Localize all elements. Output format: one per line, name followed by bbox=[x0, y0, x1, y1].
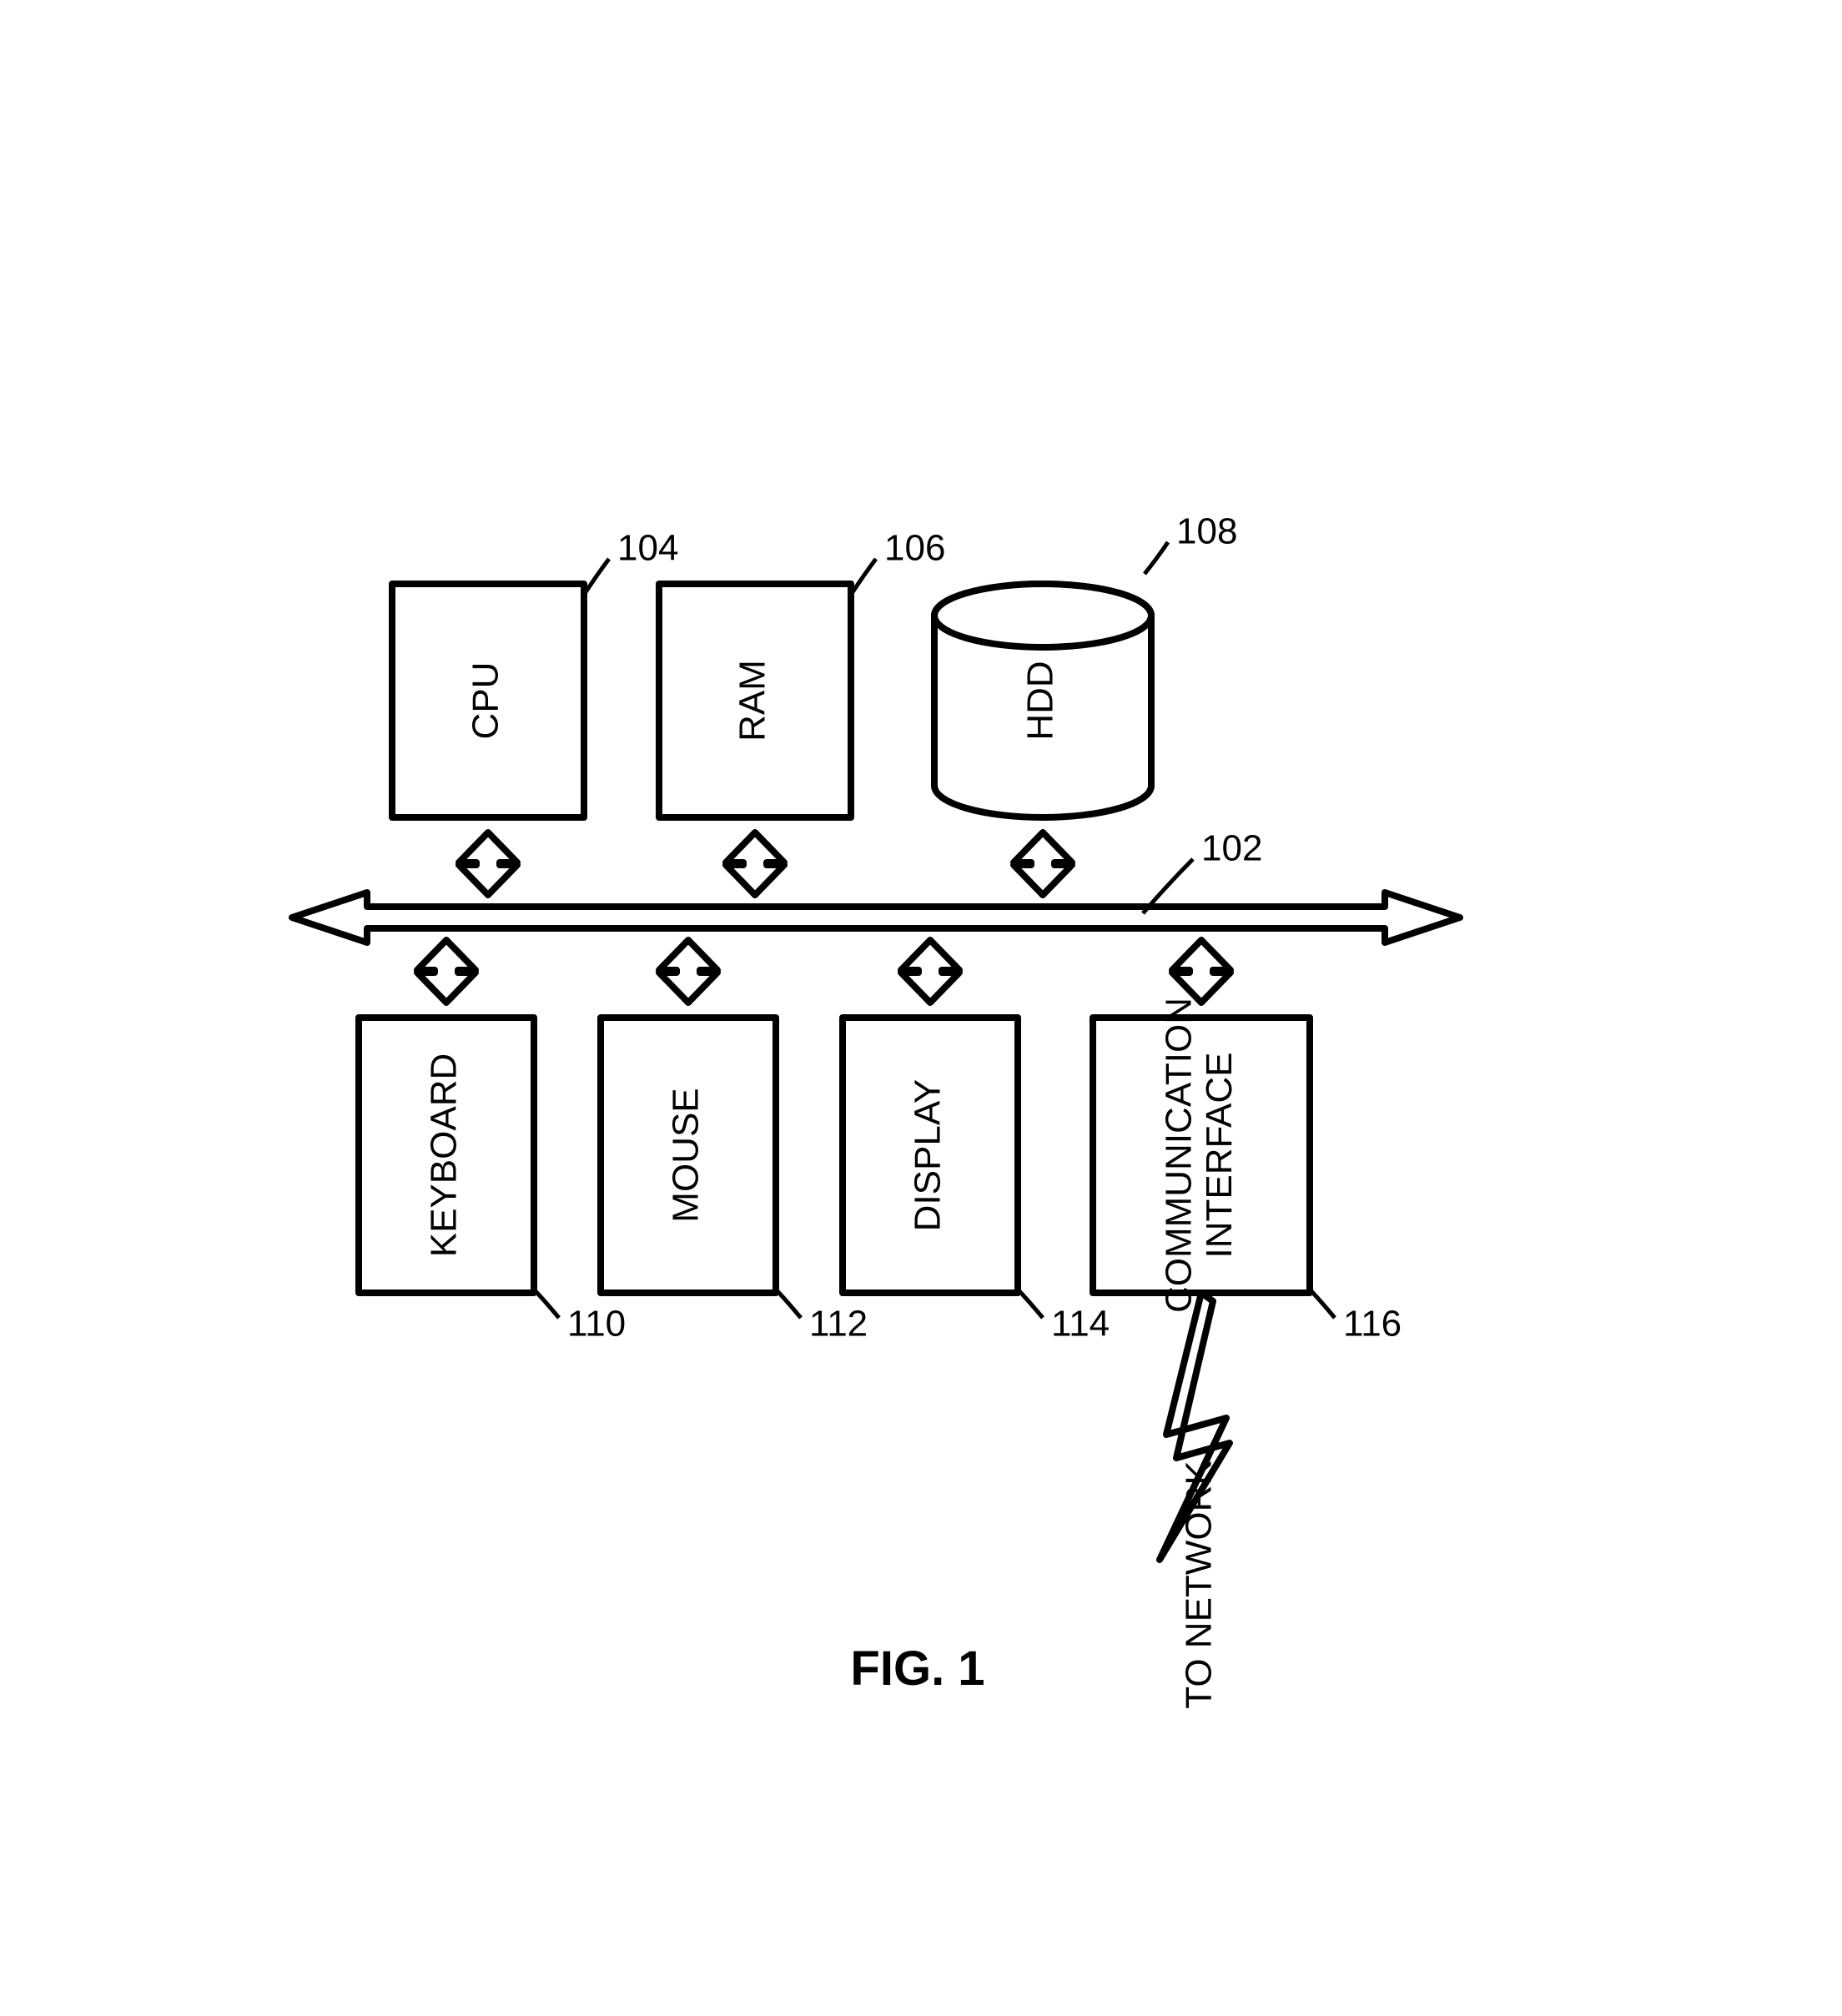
ref-102: 102 bbox=[1201, 828, 1262, 869]
ref-leader-hdd bbox=[1145, 542, 1168, 574]
connector-mouse bbox=[659, 940, 717, 1003]
ram-group: RAM 106 bbox=[659, 528, 945, 817]
figure-caption: FIG. 1 bbox=[850, 1641, 984, 1696]
hdd-cylinder-top bbox=[934, 584, 1151, 647]
connector-display bbox=[901, 940, 959, 1003]
ref-leader-mouse bbox=[778, 1291, 801, 1318]
connector-hdd bbox=[1014, 832, 1072, 895]
ref-112: 112 bbox=[809, 1304, 868, 1345]
mouse-group: MOUSE 112 bbox=[601, 1018, 868, 1345]
to-network-label: TO NETWORK bbox=[1179, 1460, 1220, 1708]
system-bus bbox=[292, 892, 1460, 943]
keyboard-label: KEYBOARD bbox=[424, 1053, 465, 1258]
ref-116: 116 bbox=[1343, 1304, 1402, 1345]
connector-keyboard bbox=[417, 940, 476, 1003]
ref-leader-ram bbox=[853, 559, 876, 592]
connector-ram bbox=[726, 832, 784, 895]
display-group: DISPLAY 114 bbox=[843, 1018, 1110, 1345]
comm-label-line-1: INTERFACE bbox=[1199, 1053, 1240, 1259]
display-label: DISPLAY bbox=[908, 1079, 949, 1232]
ref-leader-comm bbox=[1311, 1291, 1335, 1318]
hdd-label: HDD bbox=[1020, 661, 1061, 740]
ref-108: 108 bbox=[1176, 511, 1237, 552]
comm-label-line-0: COMMUNICATION bbox=[1158, 998, 1199, 1313]
keyboard-group: KEYBOARD 110 bbox=[359, 1018, 626, 1345]
comm-group: COMMUNICATIONINTERFACE 116 bbox=[1093, 998, 1402, 1345]
ref-leader-display bbox=[1019, 1291, 1043, 1318]
connector-comm bbox=[1172, 940, 1231, 1003]
ref-104: 104 bbox=[617, 528, 678, 569]
ref-114: 114 bbox=[1051, 1304, 1110, 1345]
ref-leader-cpu bbox=[586, 559, 609, 592]
cpu-label: CPU bbox=[466, 662, 506, 740]
hdd-group: HDD 108 bbox=[934, 511, 1237, 817]
cpu-group: CPU 104 bbox=[392, 528, 678, 817]
ref-leader-keyboard bbox=[536, 1291, 559, 1318]
ref-106: 106 bbox=[884, 528, 945, 569]
mouse-label: MOUSE bbox=[666, 1088, 707, 1222]
ref-110: 110 bbox=[567, 1304, 626, 1345]
connector-cpu bbox=[459, 832, 517, 895]
ram-label: RAM bbox=[732, 660, 773, 742]
